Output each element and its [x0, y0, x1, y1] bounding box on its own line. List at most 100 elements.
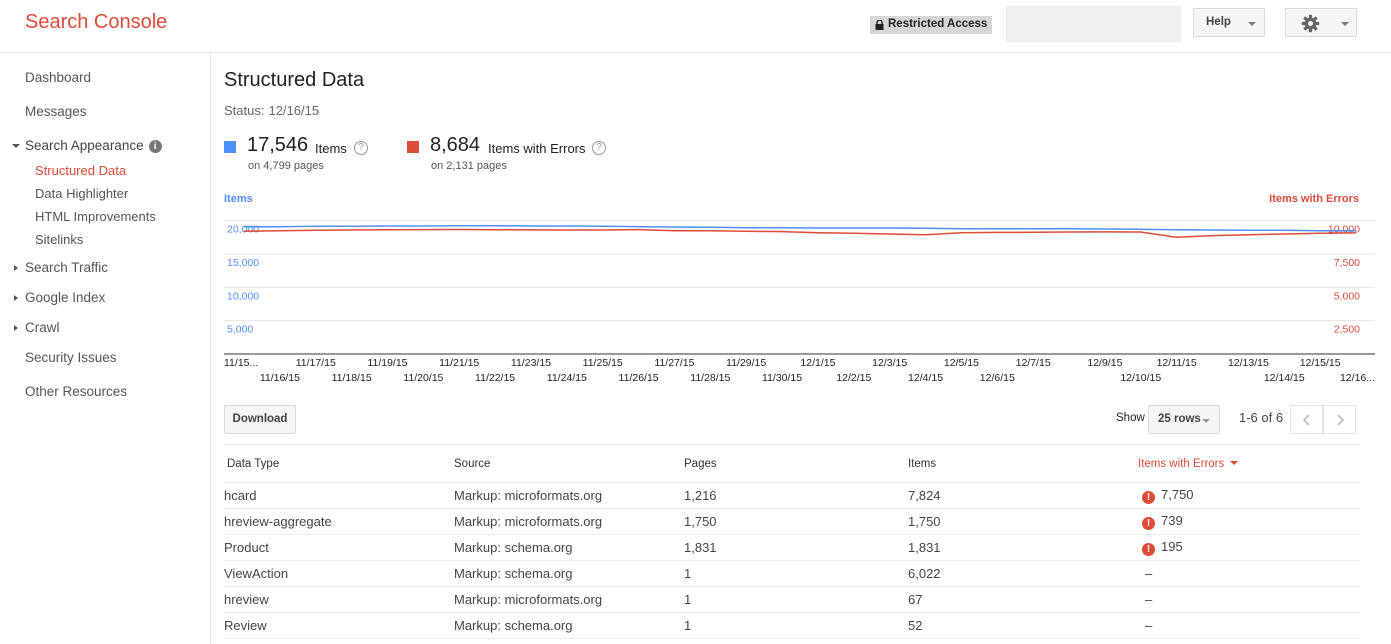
x-tick-label: 11/18/15 — [332, 372, 372, 384]
app-logo[interactable]: Search Console — [25, 11, 168, 33]
sidebar-item-label: Search Appearance — [25, 138, 144, 153]
x-tick-label: 12/6/15 — [980, 372, 1015, 384]
right-tick-label: 5,000 — [1334, 290, 1360, 302]
cell-items: 67 — [905, 586, 1135, 613]
collapsed-triangle-icon — [14, 295, 18, 301]
x-tick-label: 12/16... — [1340, 372, 1375, 384]
structured-data-table: Data Type Source Pages Items Items with … — [224, 444, 1360, 639]
help-button-label: Help — [1206, 16, 1231, 28]
previous-page-button[interactable] — [1290, 405, 1323, 434]
column-header-label: Items with Errors — [1138, 457, 1225, 470]
x-tick-label: 11/15... — [224, 357, 258, 369]
help-question-icon[interactable]: ? — [354, 141, 368, 155]
chevron-right-icon — [1337, 414, 1345, 426]
info-icon[interactable]: i — [148, 140, 162, 153]
right-tick-label: 2,500 — [1334, 324, 1360, 336]
status-label: Status: — [224, 103, 265, 118]
table-row[interactable]: hcard Markup: microformats.org 1,216 7,824!… — [224, 482, 1360, 509]
status-date: 12/16/15 — [268, 103, 320, 118]
sidebar-item-html-improvements[interactable]: HTML Improvements — [35, 209, 156, 224]
cell-pages: 1 — [681, 586, 905, 613]
x-tick-label: 12/14/15 — [1264, 372, 1305, 384]
caret-down-icon — [1248, 22, 1256, 26]
table-row[interactable]: ViewAction Markup: schema.org 1 6,022– — [224, 560, 1360, 587]
expanded-triangle-icon — [12, 144, 20, 148]
cell-items-with-errors: – — [1135, 586, 1360, 613]
items-count: 17,546 — [247, 134, 309, 156]
collapsed-triangle-icon — [14, 265, 18, 271]
settings-button[interactable] — [1285, 8, 1357, 37]
cell-data-type: hreview-aggregate — [224, 508, 451, 535]
left-tick-label: 10,000 — [227, 290, 259, 302]
cell-data-type: ViewAction — [224, 560, 451, 587]
cell-source: Markup: schema.org — [451, 560, 681, 587]
x-tick-label: 11/25/15 — [583, 357, 623, 369]
download-button[interactable]: Download — [224, 405, 296, 434]
cell-pages: 1,216 — [681, 482, 905, 509]
rows-per-page-select[interactable]: 25 rows — [1148, 405, 1220, 434]
column-header-pages[interactable]: Pages — [681, 444, 905, 483]
x-tick-label: 11/24/15 — [547, 372, 587, 384]
help-question-icon[interactable]: ? — [592, 141, 606, 155]
x-tick-label: 11/20/15 — [403, 372, 443, 384]
errors-value: – — [1145, 618, 1153, 633]
cell-data-type: hreview — [224, 586, 451, 613]
x-tick-label: 11/26/15 — [619, 372, 659, 384]
sidebar-item-search-appearance[interactable]: Search Appearance i — [12, 138, 162, 153]
show-label: Show — [1116, 412, 1145, 424]
errors-color-swatch — [407, 141, 419, 153]
sidebar-item-structured-data[interactable]: Structured Data — [35, 163, 127, 178]
left-axis-title: Items — [224, 193, 253, 205]
items-label: Items — [315, 141, 347, 156]
cell-items-with-errors: ! 739 — [1135, 508, 1360, 535]
sidebar-item-security-issues[interactable]: Security Issues — [25, 350, 117, 365]
chevron-left-icon — [1302, 414, 1310, 426]
cell-items: 1,750 — [905, 508, 1135, 535]
restricted-access-badge: Restricted Access — [870, 16, 993, 34]
cell-data-type: Review — [224, 612, 451, 639]
cell-items: 6,022 — [905, 560, 1135, 587]
sidebar-item-dashboard[interactable]: Dashboard — [25, 70, 92, 85]
cell-pages: 1,750 — [681, 508, 905, 535]
help-button[interactable]: Help — [1193, 8, 1265, 37]
cell-items: 1,831 — [905, 534, 1135, 561]
error-icon: ! — [1142, 543, 1155, 556]
cell-source: Markup: microformats.org — [451, 508, 681, 535]
table-row[interactable]: Product Markup: schema.org 1,831 1,831! 195 — [224, 534, 1360, 561]
errors-count: 8,684 — [430, 134, 481, 156]
x-tick-label: 12/2/15 — [836, 372, 871, 384]
cell-pages: 1 — [681, 560, 905, 587]
sidebar-item-data-highlighter[interactable]: Data Highlighter — [35, 186, 129, 201]
column-header-data-type[interactable]: Data Type — [224, 444, 451, 483]
sidebar-item-other-resources[interactable]: Other Resources — [25, 384, 128, 399]
sidebar-item-messages[interactable]: Messages — [25, 104, 87, 119]
x-tick-label: 12/3/15 — [872, 357, 907, 369]
cell-source: Markup: microformats.org — [451, 586, 681, 613]
error-icon: ! — [1142, 517, 1155, 530]
x-tick-label: 12/15/15 — [1300, 357, 1341, 369]
table-row[interactable]: hreview Markup: microformats.org 1 67– — [224, 586, 1360, 613]
sidebar-item-crawl[interactable]: Crawl — [14, 320, 60, 335]
table-row[interactable]: Review Markup: schema.org 1 52– — [224, 612, 1360, 639]
errors-series-line — [243, 228, 1357, 239]
column-header-source[interactable]: Source — [451, 444, 681, 483]
x-tick-label: 11/23/15 — [511, 357, 551, 369]
column-header-items-with-errors[interactable]: Items with Errors — [1135, 444, 1360, 483]
left-tick-label: 5,000 — [227, 324, 253, 336]
sidebar-item-sitelinks[interactable]: Sitelinks — [35, 232, 84, 247]
cell-items-with-errors: ! 7,750 — [1135, 482, 1360, 509]
sidebar-item-search-traffic[interactable]: Search Traffic — [14, 260, 108, 275]
x-tick-label: 11/21/15 — [439, 357, 479, 369]
cell-data-type: Product — [224, 534, 451, 561]
items-line-chart[interactable]: Items Items with Errors 20,000 10,000 15,000… — [222, 190, 1377, 390]
next-page-button[interactable] — [1323, 405, 1356, 434]
x-tick-label: 12/7/15 — [1016, 357, 1051, 369]
column-header-items[interactable]: Items — [905, 444, 1135, 483]
x-tick-label: 12/13/15 — [1228, 357, 1269, 369]
table-row[interactable]: hreview-aggregate Markup: microformats.or… — [224, 508, 1360, 535]
property-search-box[interactable] — [1006, 6, 1181, 42]
cell-source: Markup: microformats.org — [451, 482, 681, 509]
error-icon: ! — [1142, 491, 1155, 504]
sidebar-item-google-index[interactable]: Google Index — [14, 290, 105, 305]
cell-items-with-errors: ! 195 — [1135, 534, 1360, 561]
